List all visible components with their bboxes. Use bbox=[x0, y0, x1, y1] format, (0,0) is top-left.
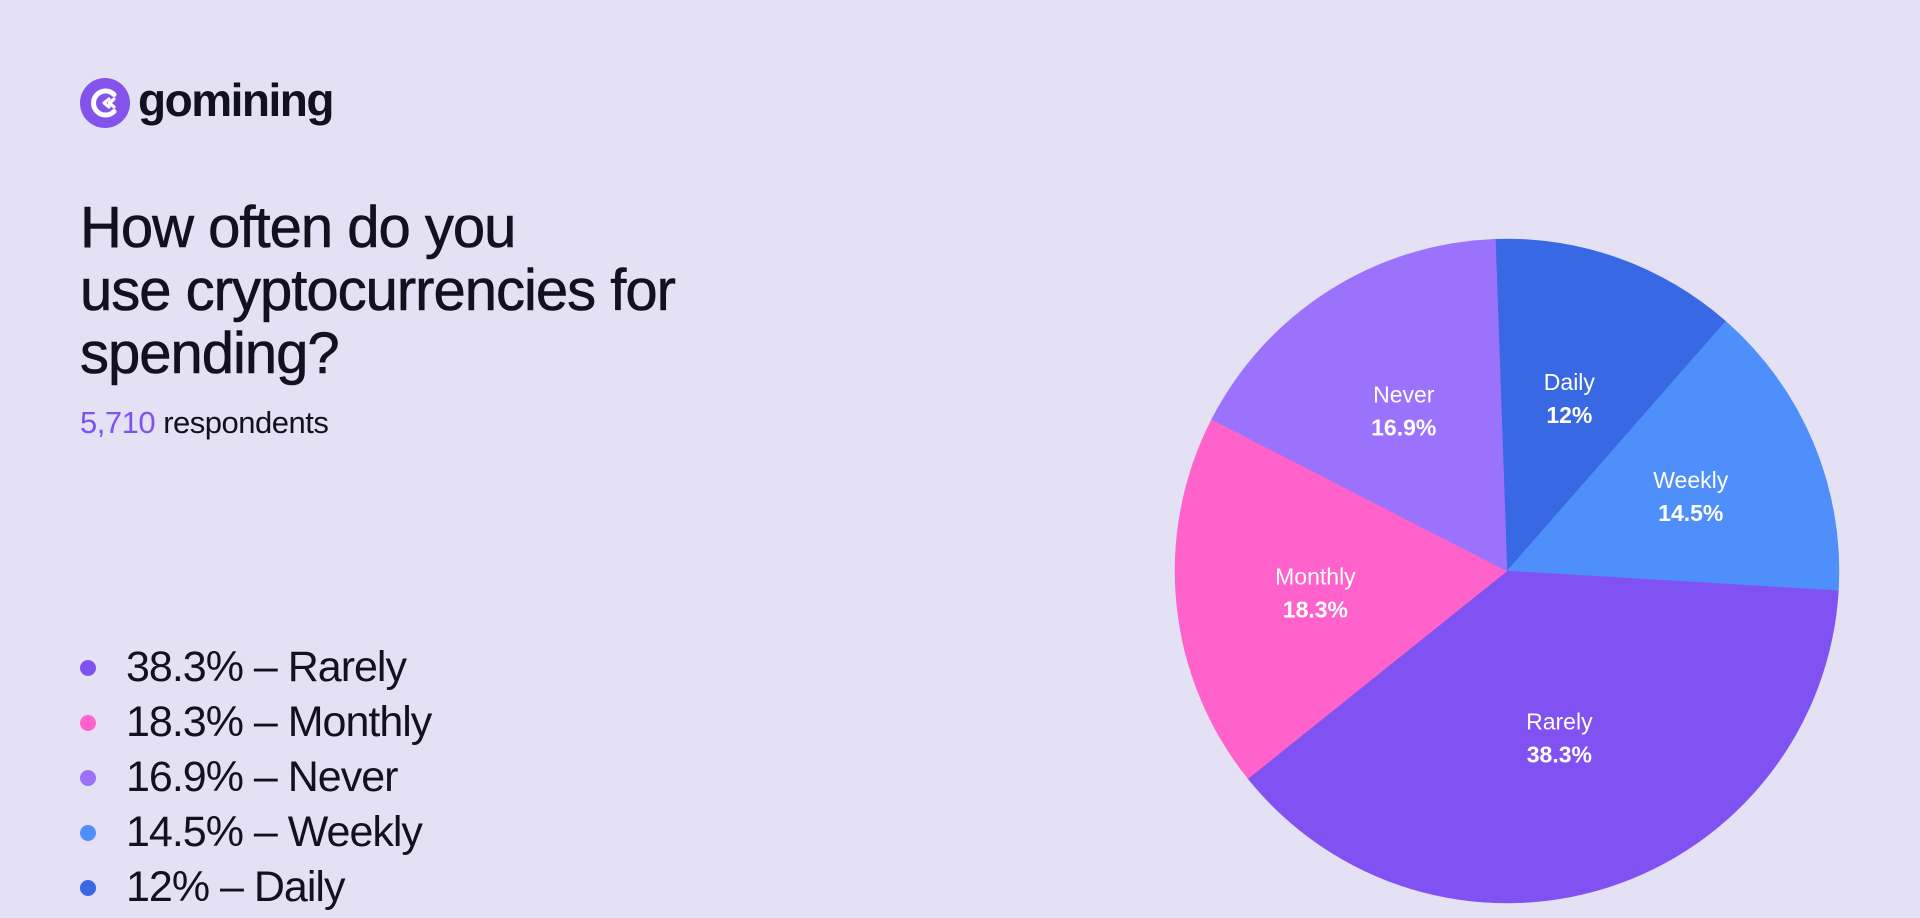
respondents-count: 5,710 bbox=[80, 405, 156, 440]
respondents-subtitle: 5,710 respondents bbox=[80, 405, 329, 441]
pie-slice-monthly bbox=[1174, 419, 1508, 780]
legend-item-monthly: 18.3% – Monthly bbox=[80, 695, 432, 750]
legend-label: 18.3% – Monthly bbox=[126, 698, 432, 746]
legend-dot-icon bbox=[80, 824, 96, 841]
brand-logo: gomining bbox=[80, 74, 334, 128]
legend-dot-icon bbox=[80, 714, 96, 731]
pie-slice-weekly bbox=[1506, 320, 1840, 591]
respondents-label: respondents bbox=[163, 405, 329, 440]
legend-item-rarely: 38.3% – Rarely bbox=[80, 640, 431, 695]
pie-slice-daily bbox=[1495, 238, 1727, 572]
legend-dot-icon bbox=[80, 769, 96, 786]
slice-label-daily: Daily 12% bbox=[1544, 369, 1596, 428]
title-line: spending? bbox=[80, 321, 340, 386]
chart-title: How often do you use cryptocurrencies fo… bbox=[80, 195, 840, 386]
legend-dot-icon bbox=[80, 879, 96, 896]
legend-label: 14.5% – Weekly bbox=[126, 808, 423, 856]
slice-label-weekly: Weekly 14.5% bbox=[1653, 467, 1728, 526]
pie-slice-never bbox=[1211, 238, 1508, 572]
legend-item-never: 16.9% – Never bbox=[80, 750, 431, 805]
legend-label: 12% – Daily bbox=[126, 863, 345, 911]
legend-item-weekly: 14.5% – Weekly bbox=[80, 805, 431, 860]
title-line: How often do you bbox=[80, 195, 517, 260]
legend-label: 38.3% – Rarely bbox=[126, 643, 407, 691]
slice-label-rarely: Rarely 38.3% bbox=[1526, 709, 1593, 768]
brand-name: gomining bbox=[138, 74, 334, 126]
slice-label-never: Never 16.9% bbox=[1371, 381, 1436, 440]
legend-dot-icon bbox=[80, 659, 96, 676]
pie-slice-rarely bbox=[1247, 570, 1839, 904]
chart-legend: 38.3% – Rarely 18.3% – Monthly 16.9% – N… bbox=[80, 640, 432, 915]
slice-label-monthly: Monthly 18.3% bbox=[1275, 563, 1356, 622]
legend-item-daily: 12% – Daily bbox=[80, 860, 431, 915]
legend-label: 16.9% – Never bbox=[126, 753, 398, 801]
title-line: use cryptocurrencies for bbox=[80, 258, 677, 323]
gomining-logo-icon bbox=[80, 78, 130, 128]
